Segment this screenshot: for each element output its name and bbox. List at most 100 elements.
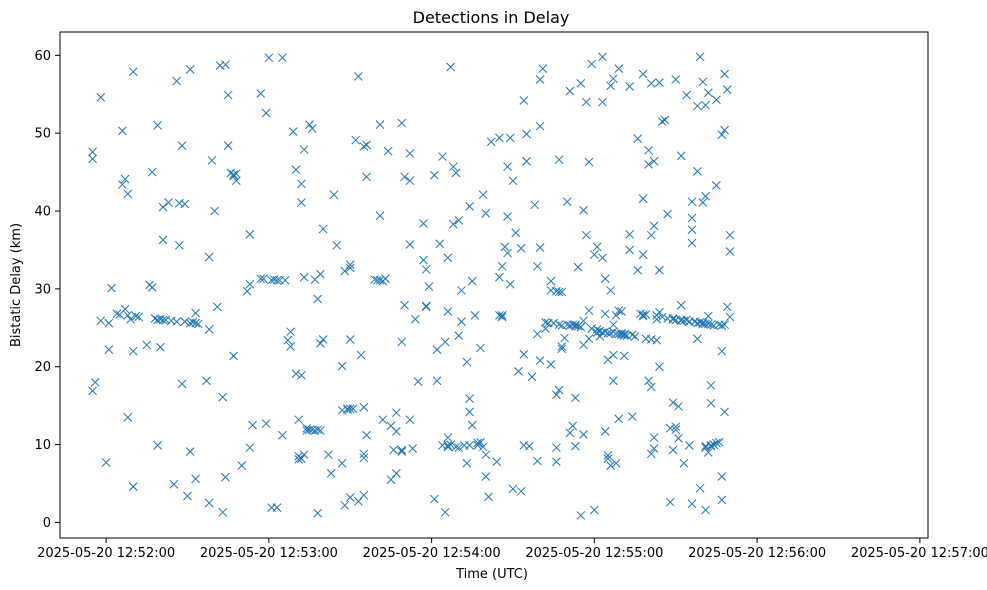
data-point xyxy=(571,320,580,330)
data-point xyxy=(291,165,301,175)
data-point xyxy=(272,275,282,285)
data-point xyxy=(207,156,217,165)
data-point xyxy=(88,154,97,164)
data-point xyxy=(218,507,228,517)
data-point xyxy=(725,247,735,256)
data-point xyxy=(245,279,255,289)
data-point xyxy=(500,242,510,252)
x-tick-label: 2025-05-20 12:53:00 xyxy=(200,546,338,561)
data-point xyxy=(193,319,203,329)
data-point xyxy=(118,180,127,189)
y-tick-label: 30 xyxy=(34,282,51,297)
data-point xyxy=(625,245,634,255)
data-point xyxy=(359,490,369,500)
data-point xyxy=(568,421,578,431)
data-point xyxy=(722,302,732,312)
data-point xyxy=(638,194,648,203)
data-point xyxy=(397,337,407,347)
data-point xyxy=(608,350,618,360)
data-point xyxy=(649,444,659,453)
data-point xyxy=(668,314,678,324)
x-tick-label: 2025-05-20 12:56:00 xyxy=(688,546,826,561)
data-point xyxy=(535,121,545,131)
data-point xyxy=(229,170,238,179)
data-point xyxy=(478,190,488,200)
data-point xyxy=(443,433,453,442)
x-tick-label: 2025-05-20 12:54:00 xyxy=(363,546,501,561)
data-point xyxy=(584,334,594,344)
data-point xyxy=(101,458,111,467)
data-point xyxy=(682,315,691,325)
data-point xyxy=(611,458,621,468)
data-point xyxy=(278,53,287,63)
data-point xyxy=(717,495,727,505)
data-point xyxy=(174,240,184,250)
data-point xyxy=(695,483,705,493)
data-point xyxy=(337,361,347,371)
data-point xyxy=(440,507,450,517)
data-point xyxy=(701,100,710,110)
y-axis: 0 10 20 30 40 50 60 xyxy=(34,49,60,531)
data-point xyxy=(457,286,466,295)
data-point xyxy=(495,272,504,282)
data-point xyxy=(684,441,694,450)
data-point xyxy=(576,322,586,332)
data-point xyxy=(660,115,670,125)
data-point xyxy=(465,407,474,417)
data-point xyxy=(345,493,355,502)
data-point xyxy=(278,430,287,440)
data-point xyxy=(210,206,219,216)
data-point xyxy=(503,248,512,258)
y-tick-label: 60 xyxy=(34,49,51,64)
data-point xyxy=(264,53,274,63)
data-point xyxy=(177,379,187,389)
data-point xyxy=(299,450,309,460)
data-point xyxy=(313,425,323,435)
data-point xyxy=(519,96,529,105)
data-point xyxy=(600,274,610,284)
data-point xyxy=(552,390,561,400)
data-point xyxy=(88,147,97,157)
data-point xyxy=(362,172,371,182)
data-point xyxy=(359,449,369,459)
data-point xyxy=(579,430,588,439)
data-point xyxy=(687,499,697,509)
data-point xyxy=(530,200,540,210)
data-point xyxy=(172,76,181,86)
data-point xyxy=(505,133,515,143)
data-point xyxy=(294,415,304,425)
data-point xyxy=(687,238,697,248)
data-point xyxy=(221,60,230,70)
data-point xyxy=(720,125,729,135)
data-point xyxy=(123,189,133,199)
chart-title: Detections in Delay xyxy=(413,8,570,27)
data-point xyxy=(96,316,106,326)
data-point xyxy=(375,120,385,129)
data-point xyxy=(695,318,705,327)
data-point xyxy=(608,376,618,386)
data-point xyxy=(573,262,583,272)
data-point xyxy=(674,402,683,411)
data-point xyxy=(112,309,122,319)
data-point xyxy=(535,356,545,365)
data-point xyxy=(405,240,415,249)
data-point xyxy=(576,79,586,88)
data-point xyxy=(590,505,599,515)
data-point xyxy=(448,219,458,229)
data-point xyxy=(581,97,591,107)
data-point xyxy=(191,474,200,484)
data-point xyxy=(405,176,415,186)
data-point xyxy=(297,370,306,380)
data-point xyxy=(546,360,556,369)
data-point xyxy=(644,145,653,155)
data-point xyxy=(717,321,727,330)
data-point xyxy=(598,97,607,107)
data-point xyxy=(283,335,293,345)
data-point xyxy=(123,412,133,422)
data-point xyxy=(584,306,594,316)
data-point xyxy=(546,276,556,286)
data-point xyxy=(467,276,477,286)
data-point xyxy=(584,157,594,167)
data-point xyxy=(641,310,651,319)
data-point xyxy=(345,335,355,344)
